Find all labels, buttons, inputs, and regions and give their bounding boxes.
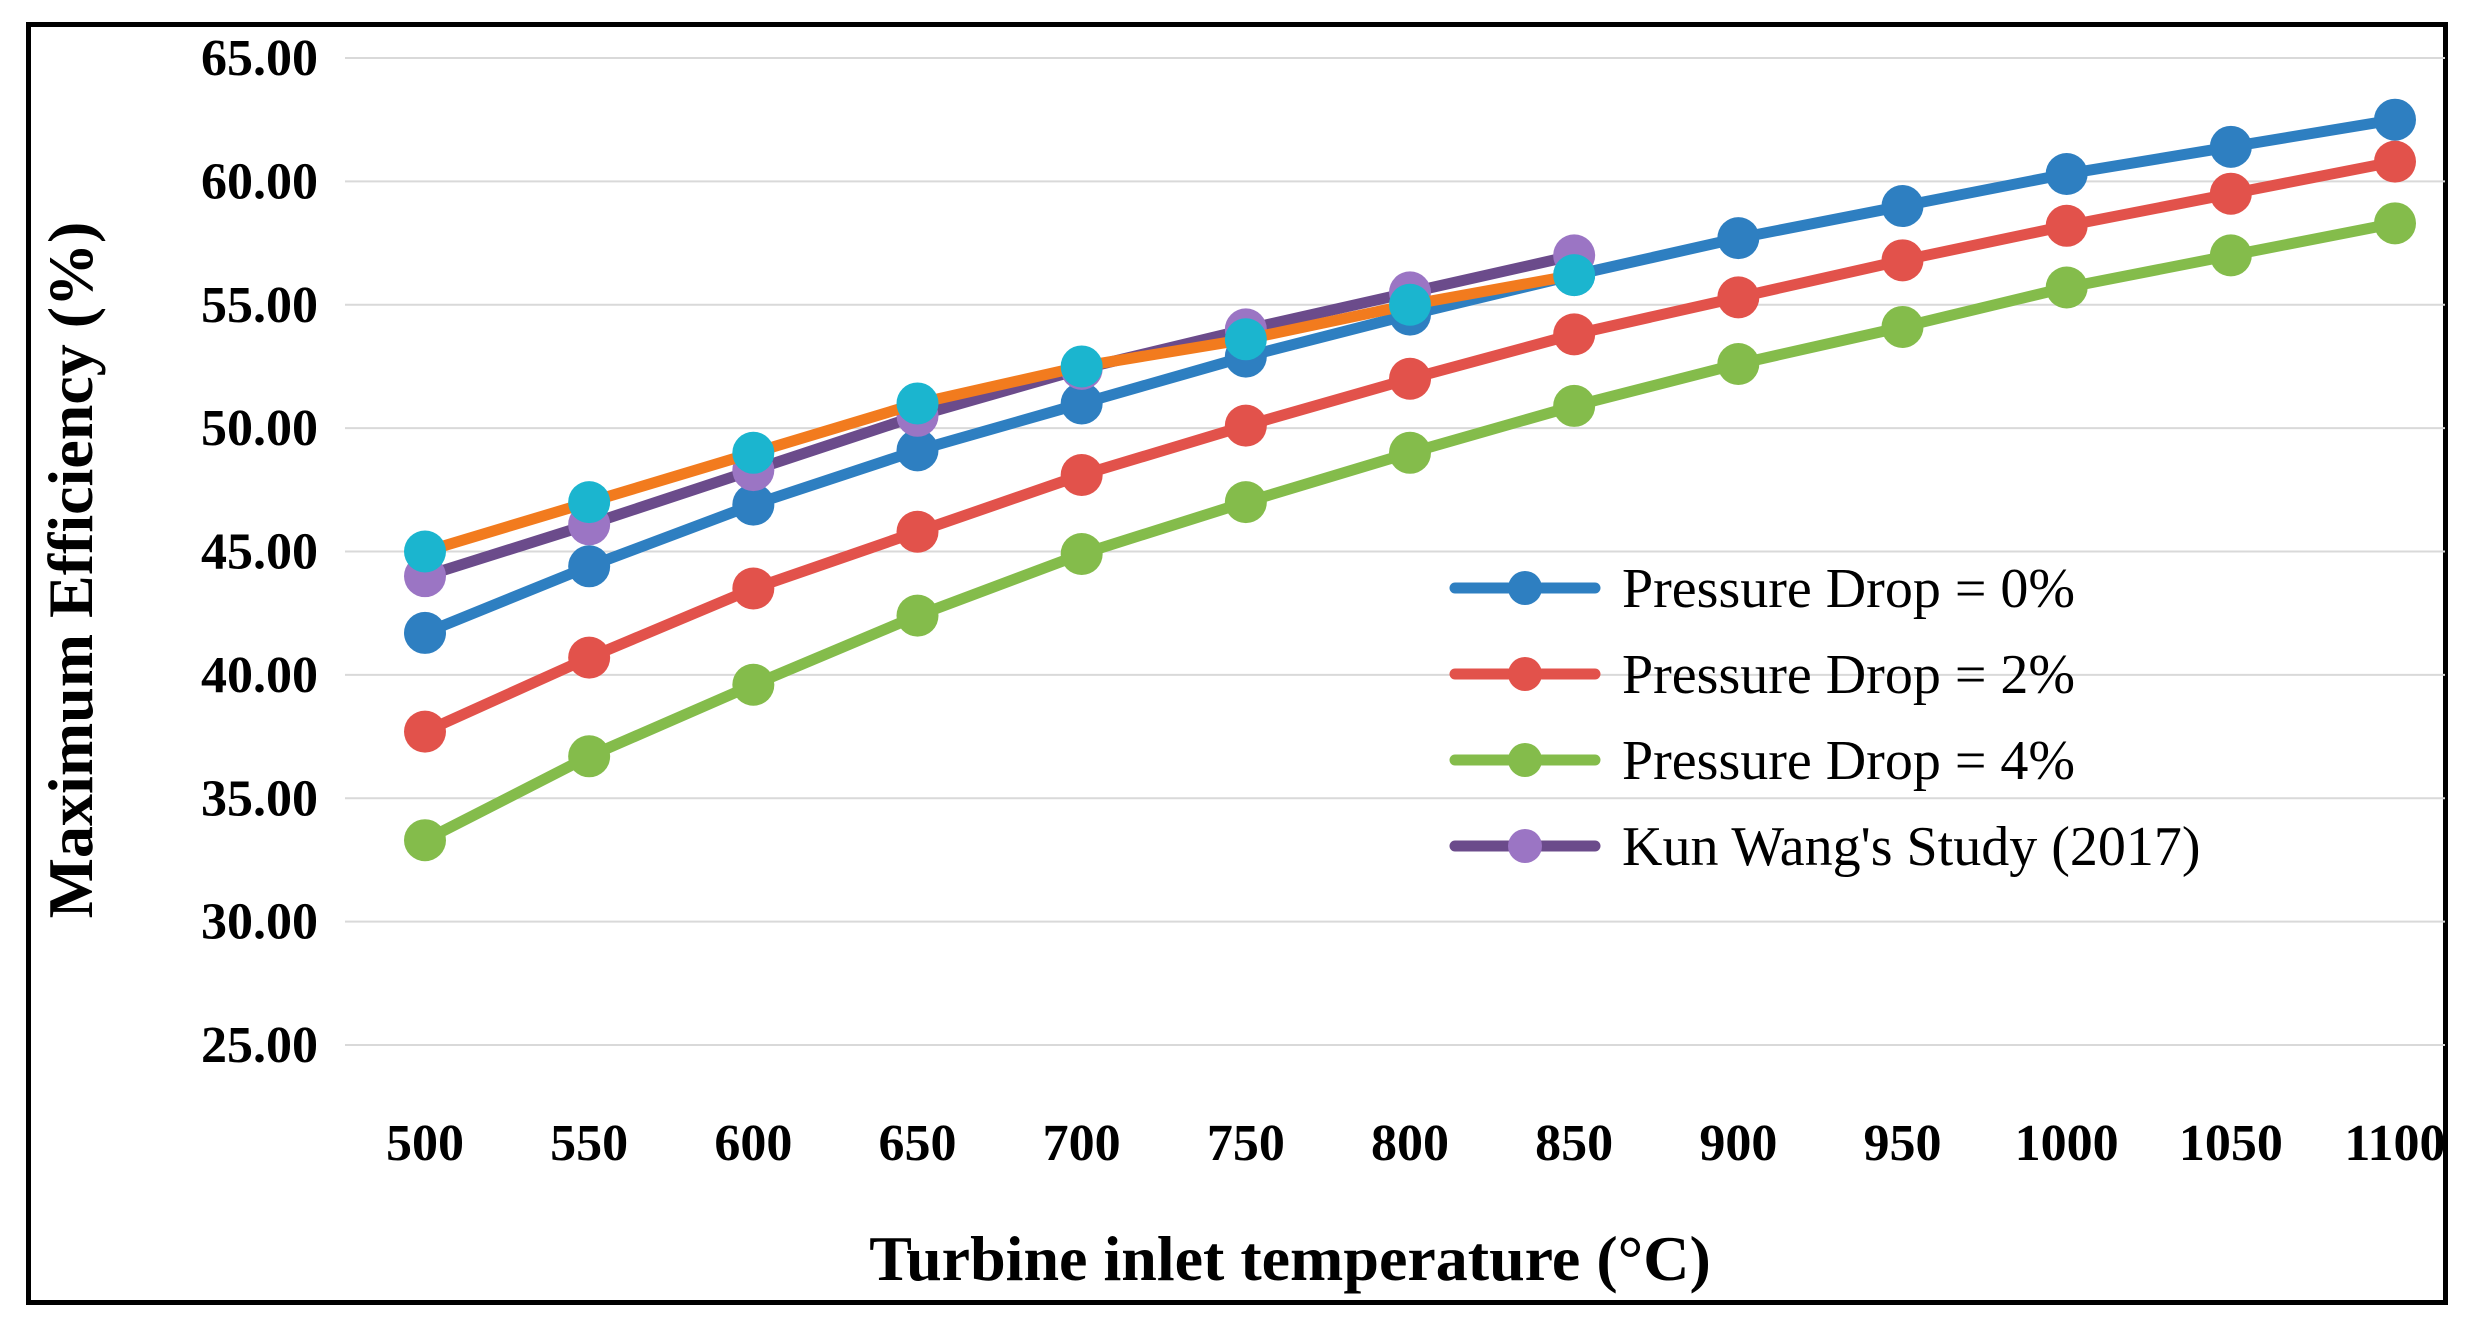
- data-point: [1717, 342, 1760, 385]
- x-tick-label: 1000: [2015, 1115, 2119, 1172]
- data-point: [404, 710, 446, 753]
- series-5: [404, 254, 1596, 573]
- data-point: [1224, 318, 1267, 361]
- data-point: [1060, 382, 1103, 425]
- x-tick-label: 550: [550, 1115, 628, 1172]
- data-point: [1553, 313, 1596, 356]
- legend-marker: [1508, 657, 1542, 691]
- y-tick-label: 30.00: [201, 894, 318, 951]
- series-line: [419, 269, 1580, 557]
- y-tick-label: 40.00: [201, 647, 318, 704]
- series-layer: [404, 98, 2416, 862]
- data-point: [404, 819, 446, 862]
- legend-entry: Pressure Drop = 4%: [1449, 730, 2075, 792]
- data-point: [568, 636, 611, 679]
- data-point: [2374, 98, 2416, 141]
- y-tick-label: 60.00: [201, 153, 318, 210]
- data-point: [1060, 532, 1103, 575]
- data-point: [1717, 217, 1760, 260]
- data-point: [1389, 357, 1431, 400]
- data-point: [1881, 185, 1924, 228]
- series-2: [404, 140, 2416, 753]
- series-line: [419, 249, 1580, 582]
- data-point: [896, 429, 939, 472]
- data-point: [2374, 202, 2416, 245]
- x-tick-label: 600: [714, 1115, 792, 1172]
- x-tick-label: 850: [1535, 1115, 1613, 1172]
- x-tick-label: 900: [1699, 1115, 1777, 1172]
- x-tick-label: 1100: [2344, 1115, 2445, 1172]
- x-tick-label: 1050: [2179, 1115, 2283, 1172]
- x-tick-label: 950: [1864, 1115, 1942, 1172]
- y-tick-label: 45.00: [201, 524, 318, 581]
- data-point: [1060, 345, 1103, 388]
- series-3: [404, 202, 2416, 862]
- data-point: [1553, 384, 1596, 427]
- data-point: [732, 431, 775, 474]
- legend-entry: Kun Wang's Study (2017): [1449, 816, 2201, 878]
- x-axis-ticks: 500 550 600 650 700 750 800 850 900 950 1000 1050 11…: [386, 1115, 2446, 1172]
- data-point: [1881, 305, 1924, 348]
- legend-marker: [1508, 743, 1542, 777]
- data-point: [568, 545, 611, 588]
- data-point: [2045, 152, 2088, 195]
- y-tick-label: 35.00: [201, 770, 318, 827]
- legend-label: Pressure Drop = 0%: [1622, 558, 2075, 620]
- y-axis-title: Maximum Efficiency (%): [35, 222, 106, 919]
- legend-entry: Pressure Drop = 2%: [1449, 644, 2075, 706]
- x-tick-label: 800: [1371, 1115, 1449, 1172]
- data-point: [732, 663, 775, 706]
- legend-label: Pressure Drop = 2%: [1622, 644, 2075, 706]
- y-tick-label: 25.00: [201, 1017, 318, 1074]
- x-tick-label: 750: [1207, 1115, 1285, 1172]
- x-tick-label: 700: [1043, 1115, 1121, 1172]
- legend: Pressure Drop = 0% Pressure Drop = 2% Pres…: [1449, 558, 2201, 878]
- data-point: [1389, 431, 1431, 474]
- gridlines: [345, 57, 2445, 1046]
- data-point: [2374, 140, 2416, 183]
- legend-label: Kun Wang's Study (2017): [1622, 816, 2201, 878]
- data-point: [404, 530, 446, 573]
- y-tick-label: 65.00: [201, 30, 318, 87]
- x-tick-label: 500: [386, 1115, 464, 1172]
- data-point: [1224, 404, 1267, 447]
- legend-entry: Pressure Drop = 0%: [1449, 558, 2075, 620]
- data-point: [2209, 234, 2252, 277]
- data-point: [568, 735, 611, 778]
- legend-marker: [1508, 829, 1542, 863]
- data-point: [568, 481, 611, 524]
- data-point: [2045, 266, 2088, 309]
- data-point: [1717, 276, 1760, 319]
- data-point: [1389, 283, 1431, 326]
- data-point: [732, 567, 775, 610]
- data-point: [2045, 204, 2088, 247]
- data-point: [2209, 172, 2252, 215]
- data-point: [1881, 239, 1924, 282]
- y-axis-ticks: 25.00 30.00 35.00 40.00 45.00 50.00 55.00 60.00…: [201, 30, 318, 1074]
- x-tick-label: 650: [879, 1115, 957, 1172]
- data-point: [1060, 454, 1103, 497]
- data-point: [404, 611, 446, 654]
- data-point: [896, 382, 939, 425]
- y-tick-label: 50.00: [201, 400, 318, 457]
- data-point: [1224, 481, 1267, 524]
- legend-label: Pressure Drop = 4%: [1622, 730, 2075, 792]
- data-point: [896, 594, 939, 637]
- x-axis-title: Turbine inlet temperature (°C): [869, 1223, 1711, 1294]
- data-point: [1553, 254, 1596, 297]
- y-tick-label: 55.00: [201, 277, 318, 334]
- data-point: [2209, 125, 2252, 168]
- data-point: [896, 510, 939, 553]
- data-point: [732, 483, 775, 526]
- legend-marker: [1508, 571, 1542, 605]
